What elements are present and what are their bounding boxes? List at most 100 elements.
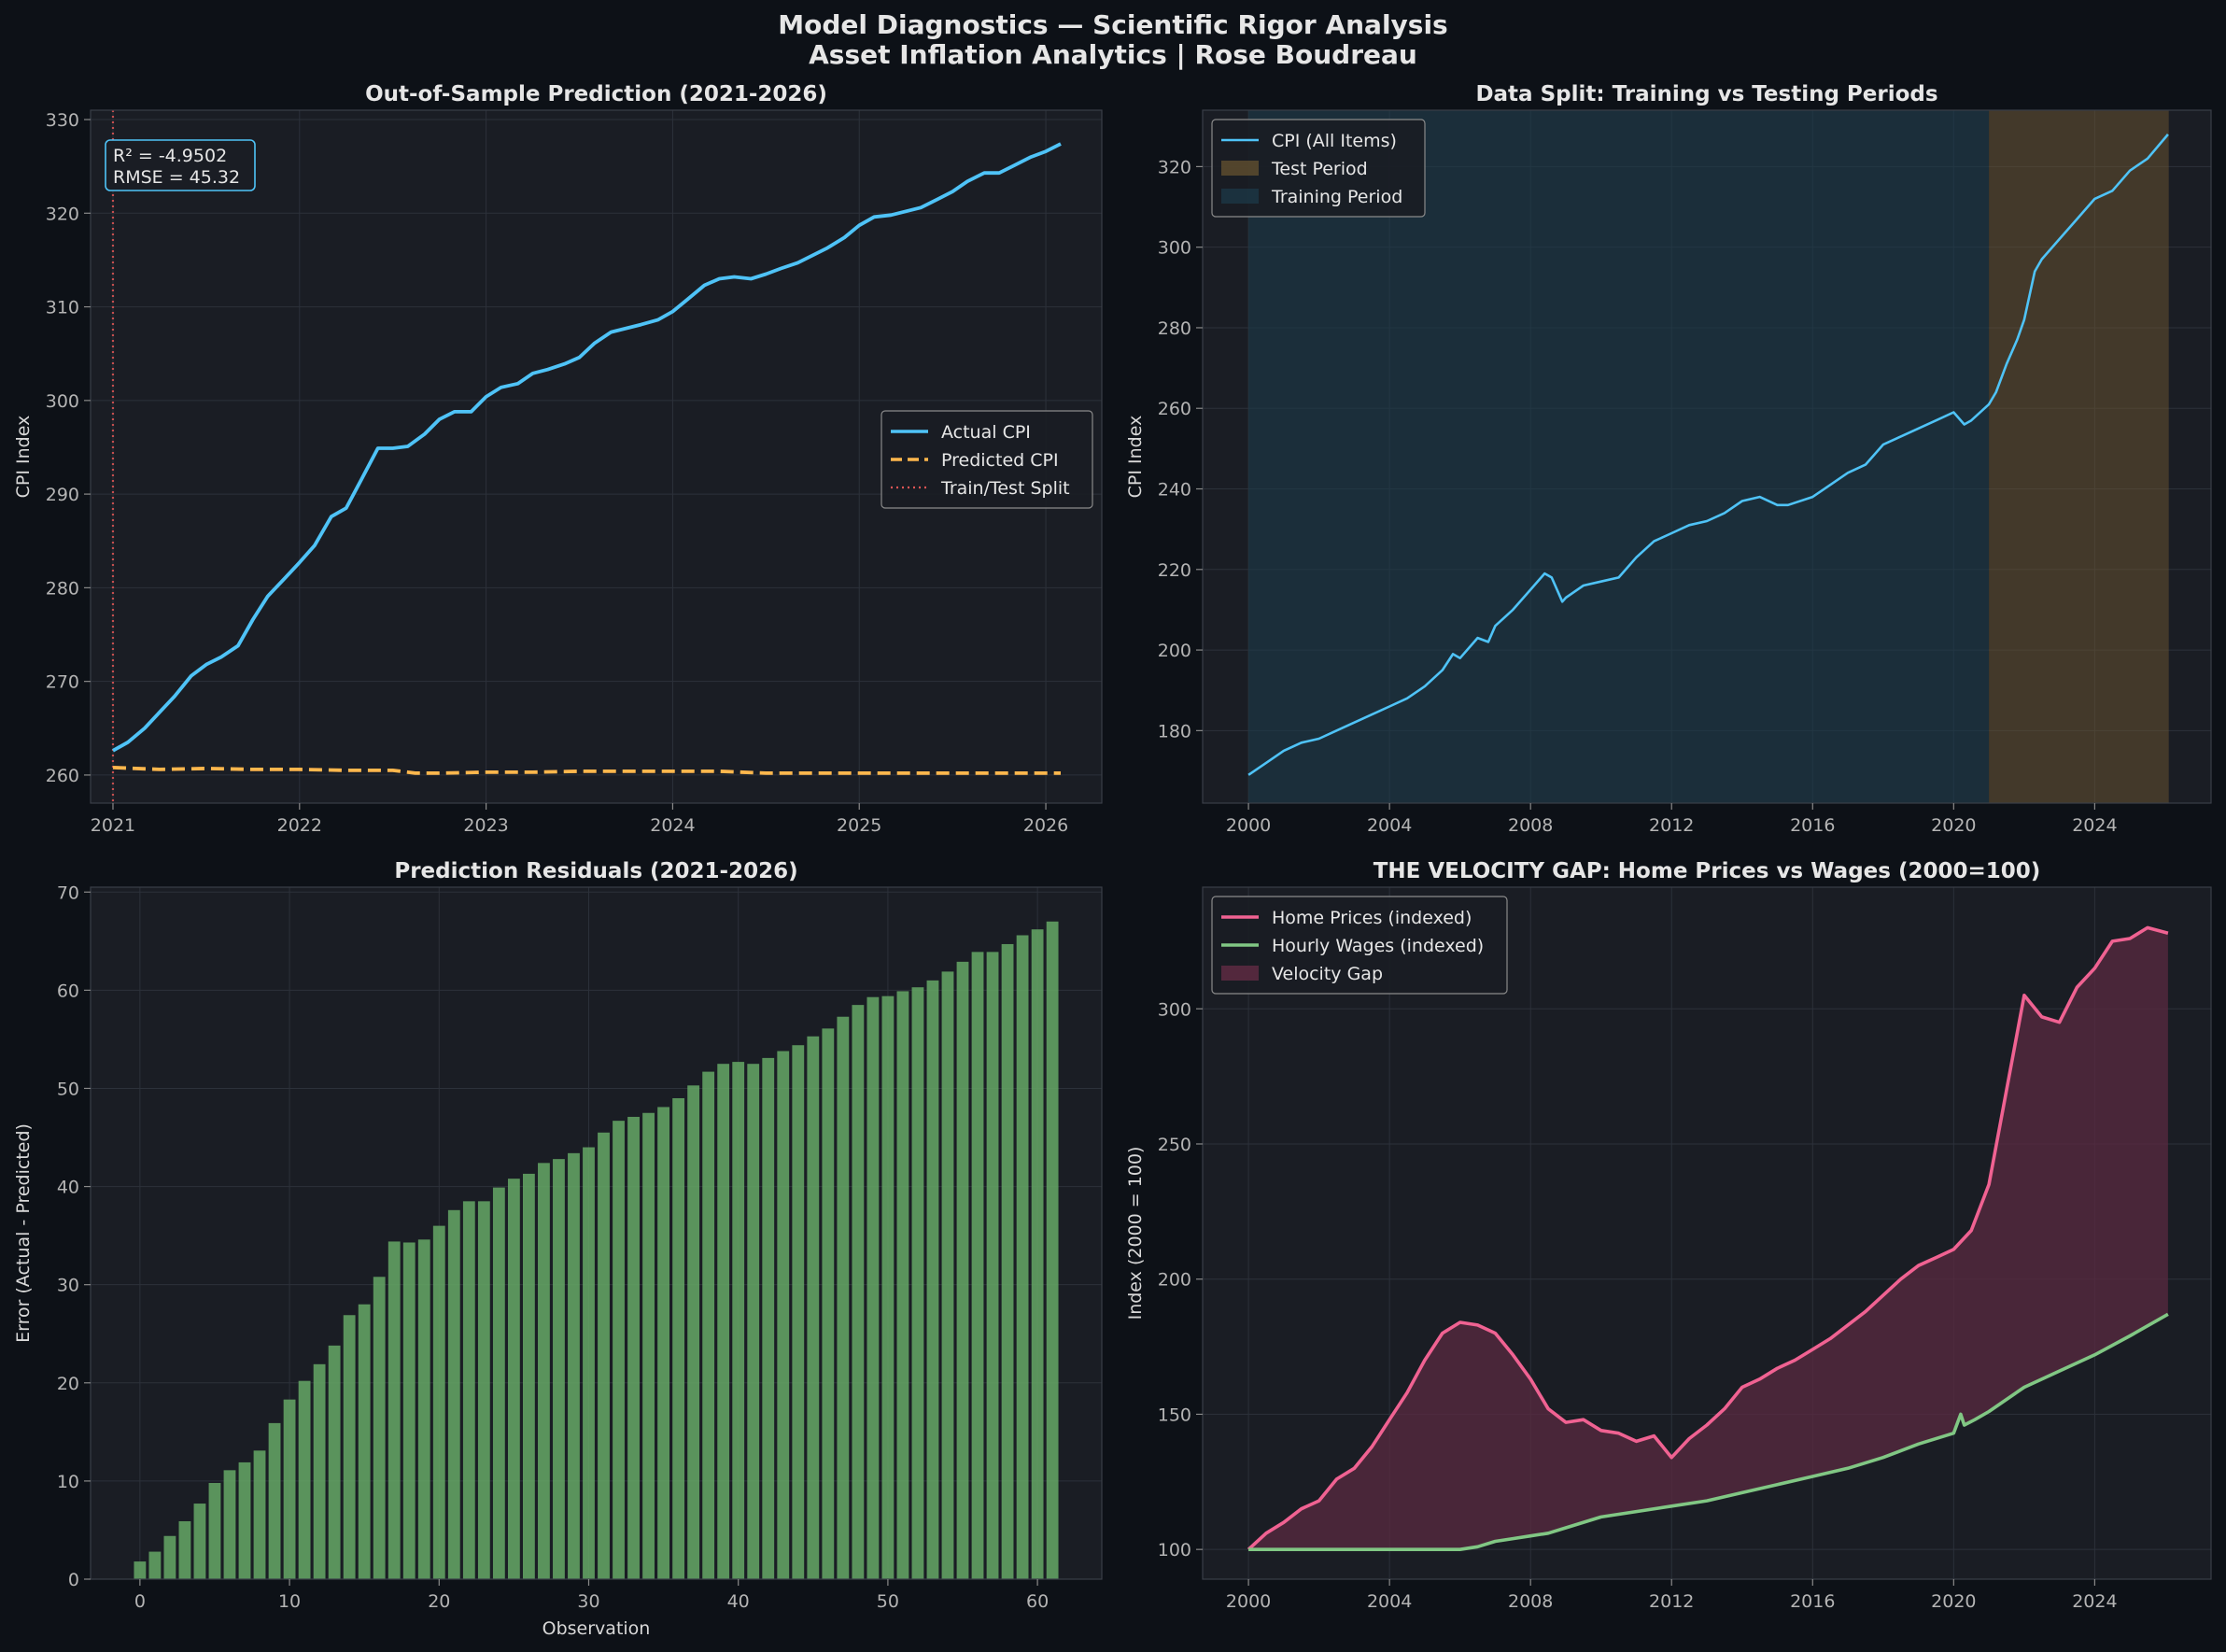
residual-bar-52 bbox=[911, 987, 924, 1579]
residual-bar-46 bbox=[822, 1028, 835, 1579]
velocity-legend-swatch-2 bbox=[1221, 966, 1259, 981]
oos-xtick-label-2: 2023 bbox=[463, 815, 508, 836]
split-legend-swatch-1 bbox=[1221, 161, 1259, 176]
residuals-xtick-label-3: 30 bbox=[577, 1591, 599, 1612]
split-xtick-label-2: 2008 bbox=[1508, 815, 1553, 836]
residuals-panel: 0 10 20 30 40 50 60 0 10 20 30 40 50 60 70 Prediction R… bbox=[13, 859, 1103, 1639]
residual-bar-45 bbox=[807, 1036, 820, 1579]
oos-xtick-label-5: 2026 bbox=[1023, 815, 1068, 836]
residual-bar-3 bbox=[178, 1520, 191, 1579]
split-xtick-label-5: 2020 bbox=[1931, 815, 1976, 836]
velocity-ylabel: Index (2000 = 100) bbox=[1125, 1147, 1146, 1320]
split-xtick-label-0: 2000 bbox=[1226, 815, 1271, 836]
residuals-ytick-label-5: 50 bbox=[57, 1079, 79, 1099]
residual-bar-9 bbox=[268, 1422, 281, 1579]
residuals-ylabel: Error (Actual - Predicted) bbox=[13, 1123, 34, 1343]
residuals-ytick-label-4: 40 bbox=[57, 1178, 79, 1198]
velocity-xtick-label-2: 2008 bbox=[1508, 1591, 1553, 1612]
oos-legend-label-1: Predicted CPI bbox=[941, 450, 1059, 471]
residuals-ytick-label-3: 30 bbox=[57, 1276, 79, 1296]
oos-r2-text: R² = -4.9502 bbox=[113, 146, 227, 166]
oos-ytick-label-6: 320 bbox=[46, 204, 79, 224]
velocity-xtick-label-4: 2016 bbox=[1790, 1591, 1835, 1612]
residual-bar-31 bbox=[598, 1132, 610, 1579]
velocity-ytick-label-2: 200 bbox=[1158, 1270, 1191, 1291]
residual-bar-5 bbox=[208, 1482, 221, 1579]
oos-title: Out-of-Sample Prediction (2021-2026) bbox=[365, 82, 827, 106]
oos-xtick-label-3: 2024 bbox=[650, 815, 695, 836]
residual-bar-4 bbox=[193, 1504, 206, 1579]
residuals-xtick-label-2: 20 bbox=[428, 1591, 450, 1612]
velocity-xtick-label-6: 2024 bbox=[2072, 1591, 2117, 1612]
oos-legend-label-0: Actual CPI bbox=[941, 422, 1031, 443]
residuals-xtick-label-6: 60 bbox=[1026, 1591, 1049, 1612]
residual-bar-38 bbox=[702, 1071, 715, 1579]
residual-bar-11 bbox=[298, 1380, 311, 1579]
split-training-span bbox=[1248, 110, 1990, 803]
residual-bar-27 bbox=[538, 1163, 550, 1579]
split-ytick-label-5: 280 bbox=[1158, 318, 1191, 339]
residual-bar-2 bbox=[163, 1535, 176, 1579]
oos-ytick-label-4: 300 bbox=[46, 391, 79, 412]
velocity-xtick-label-5: 2020 bbox=[1931, 1591, 1976, 1612]
figure-suptitle: Model Diagnostics — Scientific Rigor Ana… bbox=[778, 9, 1447, 40]
residual-bar-33 bbox=[627, 1116, 640, 1579]
oos-panel: 2021 2022 2023 2024 2025 2026 260 270 280 290 300 3… bbox=[13, 82, 1103, 836]
residual-bar-29 bbox=[568, 1152, 580, 1579]
velocity-xtick-label-1: 2004 bbox=[1367, 1591, 1412, 1612]
residuals-xtick-label-4: 40 bbox=[727, 1591, 750, 1612]
residual-bar-51 bbox=[896, 991, 909, 1579]
split-ytick-label-6: 300 bbox=[1158, 238, 1191, 259]
residual-bar-24 bbox=[492, 1187, 505, 1579]
residual-bar-26 bbox=[522, 1173, 535, 1579]
residual-bar-17 bbox=[387, 1241, 401, 1579]
residual-bar-59 bbox=[1016, 935, 1029, 1579]
residual-bar-0 bbox=[134, 1561, 147, 1579]
residual-bar-30 bbox=[583, 1147, 595, 1579]
residuals-ytick-label-6: 60 bbox=[57, 981, 79, 1001]
velocity-title: THE VELOCITY GAP: Home Prices vs Wages (… bbox=[1374, 859, 2041, 883]
residual-bar-50 bbox=[881, 995, 895, 1579]
split-ytick-label-2: 220 bbox=[1158, 560, 1191, 581]
velocity-series-wages bbox=[1248, 1312, 2169, 1551]
velocity-panel: 2000 2004 2008 2012 2016 2020 2024 100 150 200 250… bbox=[1125, 859, 2212, 1612]
oos-series-predicted bbox=[112, 766, 1061, 775]
velocity-gap-area bbox=[1248, 927, 2168, 1550]
residual-bar-60 bbox=[1031, 929, 1044, 1579]
residual-bar-40 bbox=[732, 1062, 745, 1579]
oos-ytick-label-7: 330 bbox=[46, 110, 79, 131]
oos-series-actual bbox=[112, 142, 1062, 753]
residual-bar-16 bbox=[373, 1277, 386, 1579]
residual-bar-14 bbox=[343, 1315, 356, 1579]
oos-xtick-label-0: 2021 bbox=[91, 815, 135, 836]
residuals-xtick-label-1: 10 bbox=[278, 1591, 301, 1612]
split-ytick-label-7: 320 bbox=[1158, 157, 1191, 177]
residual-bar-10 bbox=[283, 1399, 296, 1579]
residuals-xlabel: Observation bbox=[542, 1618, 651, 1639]
residual-bar-57 bbox=[986, 952, 999, 1579]
velocity-ytick-label-4: 300 bbox=[1158, 999, 1191, 1020]
residual-bar-1 bbox=[148, 1551, 162, 1579]
residual-bar-44 bbox=[792, 1045, 805, 1579]
velocity-legend-label-0: Home Prices (indexed) bbox=[1272, 908, 1472, 928]
residual-bar-7 bbox=[238, 1461, 251, 1579]
residual-bar-47 bbox=[837, 1016, 850, 1579]
velocity-legend-label-1: Hourly Wages (indexed) bbox=[1272, 936, 1484, 956]
residual-bar-22 bbox=[462, 1201, 475, 1579]
residual-bar-37 bbox=[687, 1085, 700, 1579]
residual-bar-39 bbox=[717, 1064, 730, 1579]
split-legend-swatch-2 bbox=[1221, 189, 1259, 204]
residuals-xtick-label-5: 50 bbox=[877, 1591, 899, 1612]
residual-bar-13 bbox=[328, 1345, 341, 1579]
velocity-ytick-label-0: 100 bbox=[1158, 1540, 1191, 1560]
residual-bar-35 bbox=[657, 1107, 670, 1579]
residual-bar-41 bbox=[747, 1064, 760, 1579]
split-series-cpi bbox=[1247, 134, 2169, 776]
residual-bar-48 bbox=[852, 1005, 865, 1579]
split-ylabel: CPI Index bbox=[1125, 416, 1146, 499]
split-ytick-label-3: 240 bbox=[1158, 480, 1191, 501]
velocity-legend-label-2: Velocity Gap bbox=[1272, 964, 1383, 984]
residual-bar-56 bbox=[971, 952, 984, 1579]
oos-rmse-text: RMSE = 45.32 bbox=[113, 167, 240, 188]
